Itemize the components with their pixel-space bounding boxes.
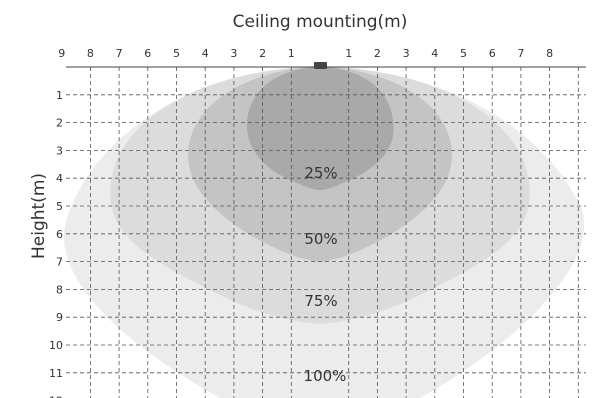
ceiling-sensor-icon [314, 62, 327, 69]
x-tick-label: 8 [87, 47, 94, 60]
zone-label-100: 100% [304, 367, 347, 385]
x-tick-label: 7 [116, 47, 123, 60]
coverage-zone-25 [246, 66, 394, 190]
x-tick-label: 2 [259, 47, 266, 60]
y-tick-label: 1 [56, 89, 63, 102]
x-tick-label: 5 [173, 47, 180, 60]
x-tick-label: 3 [403, 47, 410, 60]
x-tick-label: 9 [58, 47, 65, 60]
y-axis-ticks: 123456789101112 [49, 89, 63, 398]
y-tick-label: 10 [49, 339, 63, 352]
x-axis-ticks: 9 8 7 6 5 4 3 2 1 1 2 3 4 5 6 7 8 [58, 47, 553, 60]
zone-label-25: 25% [304, 164, 337, 182]
x-tick-label: 7 [517, 47, 524, 60]
x-tick-label: 4 [431, 47, 438, 60]
y-tick-label: 4 [56, 172, 63, 185]
zone-label-75: 75% [304, 292, 337, 310]
x-tick-label: 1 [288, 47, 295, 60]
y-tick-label: 8 [56, 283, 63, 296]
y-tick-label: 12 [49, 395, 63, 398]
y-tick-label: 2 [56, 117, 63, 130]
x-tick-label: 8 [546, 47, 553, 60]
x-tick-label: 6 [144, 47, 151, 60]
x-tick-label: 4 [202, 47, 209, 60]
x-tick-label: 2 [374, 47, 381, 60]
y-tick-label: 3 [56, 144, 63, 157]
y-tick-label: 11 [49, 367, 63, 380]
y-axis-label: Height(m) [29, 173, 49, 259]
y-tick-label: 7 [56, 256, 63, 269]
zone-label-50: 50% [304, 230, 337, 248]
y-tick-label: 9 [56, 311, 63, 324]
y-tick-label: 6 [56, 228, 63, 241]
diagram-title: Ceiling mounting(m) [233, 12, 408, 32]
x-tick-label: 5 [460, 47, 467, 60]
x-tick-label: 1 [345, 47, 352, 60]
y-tick-label: 5 [56, 200, 63, 213]
x-tick-label: 3 [230, 47, 237, 60]
x-tick-label: 6 [489, 47, 496, 60]
